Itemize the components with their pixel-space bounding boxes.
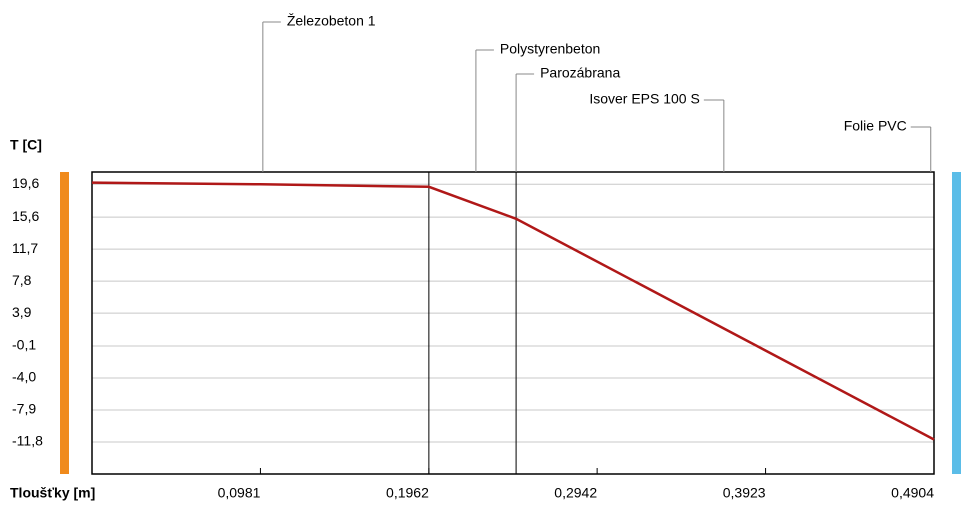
x-tick-label: 0,1962 (386, 485, 429, 501)
layer-label: Železobeton 1 (287, 13, 376, 29)
y-tick-label: -0,1 (12, 337, 36, 353)
layer-label: Folie PVC (844, 118, 907, 134)
y-tick-label: 7,8 (12, 272, 32, 288)
inside-bar (60, 172, 69, 474)
y-tick-label: 3,9 (12, 304, 32, 320)
x-tick-label: 0,3923 (723, 485, 766, 501)
y-tick-label: -11,8 (12, 433, 43, 449)
y-tick-label: -4,0 (12, 369, 36, 385)
y-tick-label: -7,9 (12, 401, 36, 417)
layer-label: Isover EPS 100 S (589, 91, 700, 107)
y-tick-label: 11,7 (12, 240, 38, 256)
layer-label: Parozábrana (540, 65, 620, 81)
x-tick-label: 0,0981 (218, 485, 261, 501)
x-axis-label: Tloušťky [m] (10, 485, 95, 501)
y-tick-label: 15,6 (12, 208, 39, 224)
plot-frame (91, 171, 935, 475)
x-tick-label: 0,4904 (891, 485, 934, 501)
temperature-line (91, 181, 935, 441)
layer-label: Polystyrenbeton (500, 41, 600, 57)
y-axis-label: T [C] (10, 137, 42, 153)
outside-bar (952, 172, 961, 474)
y-tick-label: 19,6 (12, 175, 39, 191)
x-tick-label: 0,2942 (554, 485, 597, 501)
